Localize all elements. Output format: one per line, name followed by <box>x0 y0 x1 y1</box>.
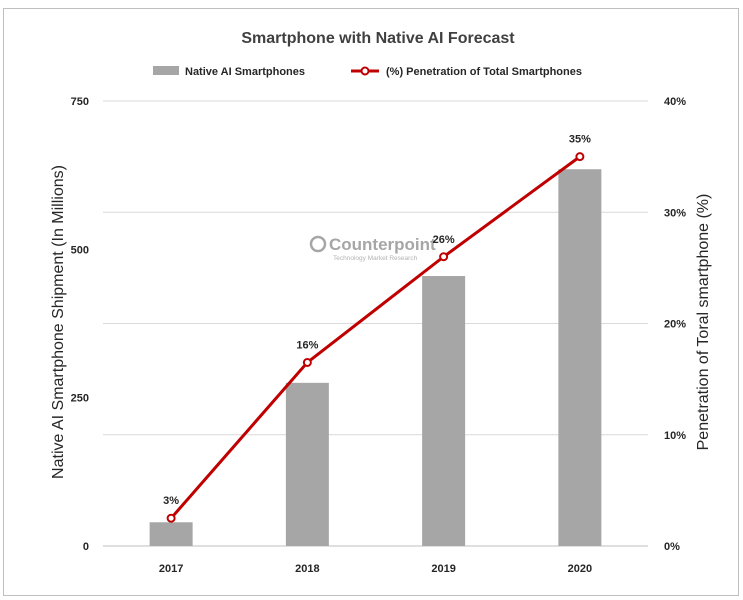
x-tick-label: 2017 <box>159 563 183 575</box>
y-tick-label: 0 <box>83 541 89 553</box>
x-tick-label: 2018 <box>295 563 319 575</box>
y-tick-label: 500 <box>71 244 89 256</box>
data-labels: 3% 16% 26% 35% <box>163 134 591 508</box>
bars <box>149 169 602 546</box>
watermark: Counterpoint Technology Market Research <box>309 235 436 262</box>
y2-tick-label: 0% <box>664 541 680 553</box>
watermark-subtext: Technology Market Research <box>333 255 418 262</box>
line-point <box>575 152 585 162</box>
bar <box>422 276 466 546</box>
x-tick-label: 2019 <box>431 563 455 575</box>
axes: 0 250 500 750 0% 10% 20% 30% 40% 2017 2018 2019 2020 <box>71 96 687 575</box>
data-label: 35% <box>569 134 591 146</box>
legend-bar-label: Native AI Smartphones <box>185 66 305 78</box>
line-series <box>169 155 581 520</box>
bar <box>558 169 602 546</box>
legend-line-label: (%) Penetration of Total Smartphones <box>386 66 582 78</box>
line-point <box>302 357 312 367</box>
data-label: 16% <box>296 339 318 351</box>
legend-bar-swatch <box>153 66 179 75</box>
y2-tick-label: 30% <box>664 207 686 219</box>
legend-line-marker <box>360 66 370 76</box>
x-tick-label: 2020 <box>568 563 592 575</box>
counterpoint-logo-icon <box>309 235 327 253</box>
y-tick-label: 750 <box>71 96 89 108</box>
y-axis-title: Native AI Smartphone Shipment (In Millio… <box>50 165 67 479</box>
y2-tick-label: 10% <box>664 430 686 442</box>
watermark-text: Counterpoint <box>329 235 436 254</box>
chart-title: Smartphone with Native AI Forecast <box>241 30 515 47</box>
y-tick-label: 250 <box>71 393 89 405</box>
data-label: 26% <box>433 234 455 246</box>
line-point <box>166 513 176 523</box>
y2-axis-title: Penetration of Toral smartphone (%) <box>695 194 712 451</box>
gridlines <box>103 100 648 547</box>
y2-tick-label: 20% <box>664 319 686 331</box>
bar <box>149 522 193 546</box>
data-label: 3% <box>163 495 179 507</box>
bar <box>285 382 329 546</box>
legend: Native AI Smartphones (%) Penetration of… <box>153 66 582 78</box>
y2-tick-label: 40% <box>664 96 686 108</box>
line-point <box>439 252 449 262</box>
penetration-line <box>166 152 585 523</box>
chart-frame <box>3 8 739 596</box>
